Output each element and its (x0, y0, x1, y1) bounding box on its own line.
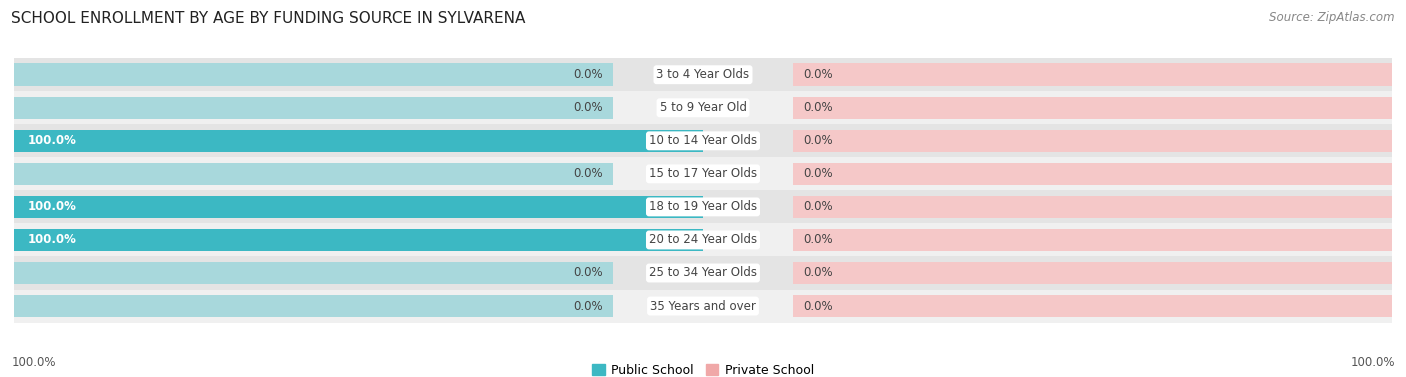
Bar (793, 63, 1392, 86)
Bar (14, 290, 1392, 323)
Bar (14, 196, 703, 218)
Bar (14, 190, 1392, 224)
Text: 0.0%: 0.0% (803, 201, 832, 213)
Bar (793, 262, 1392, 284)
Bar (14, 262, 613, 284)
Text: 0.0%: 0.0% (803, 101, 832, 114)
Text: 20 to 24 Year Olds: 20 to 24 Year Olds (650, 233, 756, 247)
Text: 0.0%: 0.0% (803, 267, 832, 279)
Text: 0.0%: 0.0% (803, 233, 832, 247)
Text: 100.0%: 100.0% (28, 233, 77, 247)
Bar (14, 63, 613, 86)
Text: Source: ZipAtlas.com: Source: ZipAtlas.com (1270, 11, 1395, 24)
Bar (14, 229, 613, 251)
Bar (14, 224, 1392, 256)
Text: 15 to 17 Year Olds: 15 to 17 Year Olds (650, 167, 756, 180)
Text: 0.0%: 0.0% (803, 167, 832, 180)
Bar (793, 162, 1392, 185)
Bar (14, 91, 1392, 124)
Bar (793, 196, 1392, 218)
Bar (14, 229, 703, 251)
Text: 10 to 14 Year Olds: 10 to 14 Year Olds (650, 134, 756, 147)
Text: 100.0%: 100.0% (28, 134, 77, 147)
Text: 0.0%: 0.0% (803, 68, 832, 81)
Text: SCHOOL ENROLLMENT BY AGE BY FUNDING SOURCE IN SYLVARENA: SCHOOL ENROLLMENT BY AGE BY FUNDING SOUR… (11, 11, 526, 26)
Legend: Public School, Private School: Public School, Private School (592, 364, 814, 377)
Bar (14, 124, 1392, 157)
Text: 0.0%: 0.0% (574, 300, 603, 313)
Bar (793, 130, 1392, 152)
Text: 100.0%: 100.0% (11, 357, 56, 369)
Bar (14, 162, 613, 185)
Text: 0.0%: 0.0% (803, 300, 832, 313)
Bar (14, 295, 613, 317)
Text: 100.0%: 100.0% (28, 201, 77, 213)
Bar (793, 229, 1392, 251)
Text: 0.0%: 0.0% (574, 167, 603, 180)
Bar (793, 295, 1392, 317)
Bar (14, 157, 1392, 190)
Bar (14, 130, 613, 152)
Text: 3 to 4 Year Olds: 3 to 4 Year Olds (657, 68, 749, 81)
Bar (793, 97, 1392, 119)
Bar (14, 58, 1392, 91)
Bar (14, 256, 1392, 290)
Bar (14, 97, 613, 119)
Text: 35 Years and over: 35 Years and over (650, 300, 756, 313)
Text: 0.0%: 0.0% (574, 68, 603, 81)
Text: 25 to 34 Year Olds: 25 to 34 Year Olds (650, 267, 756, 279)
Text: 0.0%: 0.0% (574, 101, 603, 114)
Text: 100.0%: 100.0% (1350, 357, 1395, 369)
Text: 0.0%: 0.0% (803, 134, 832, 147)
Bar (14, 196, 613, 218)
Text: 18 to 19 Year Olds: 18 to 19 Year Olds (650, 201, 756, 213)
Text: 5 to 9 Year Old: 5 to 9 Year Old (659, 101, 747, 114)
Bar (14, 130, 703, 152)
Text: 0.0%: 0.0% (574, 267, 603, 279)
